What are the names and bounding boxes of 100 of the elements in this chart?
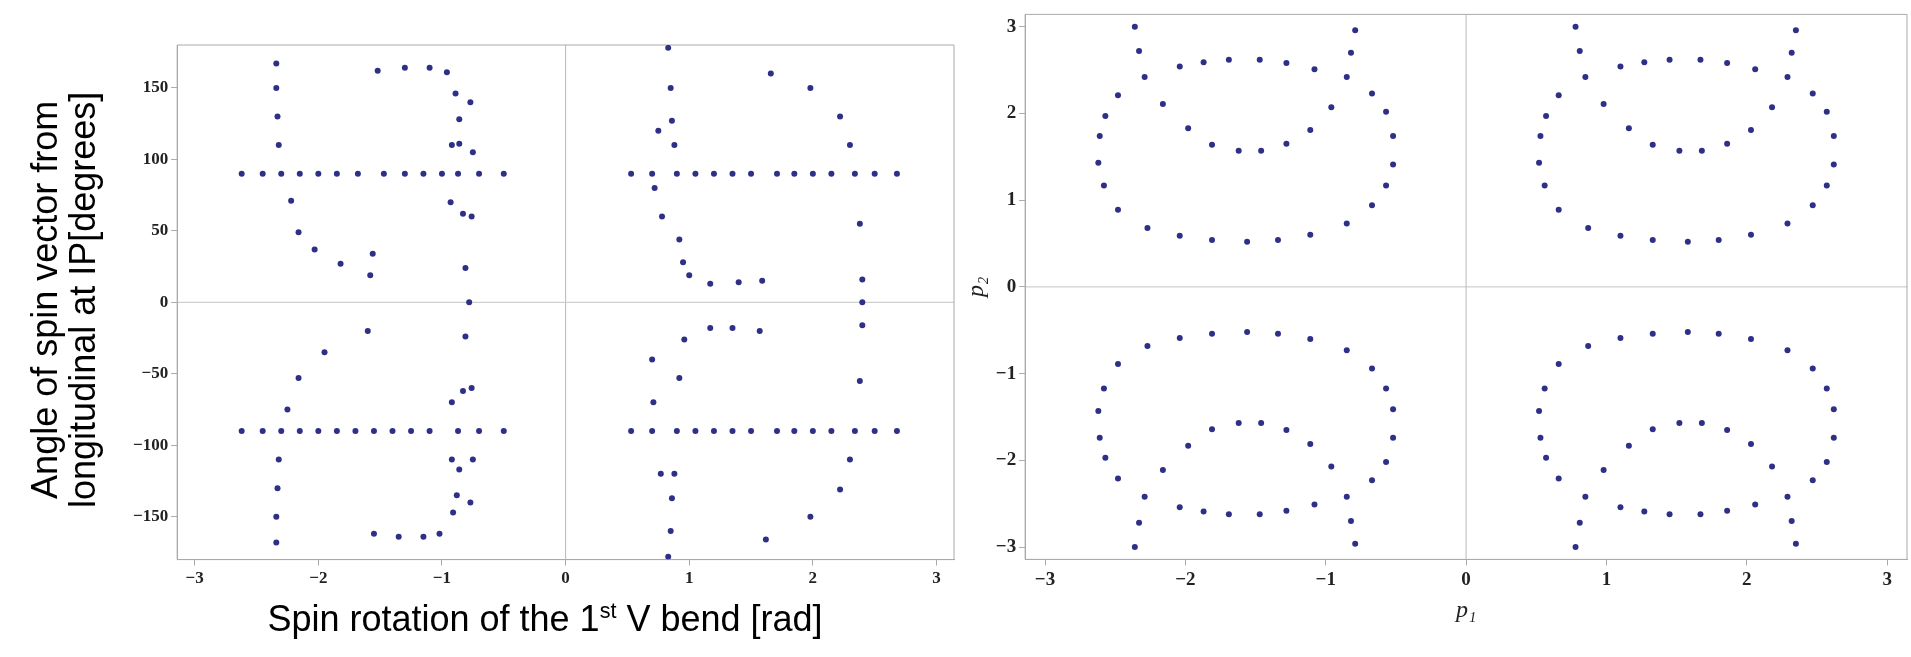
point	[710, 427, 717, 434]
point	[809, 170, 816, 177]
point	[1617, 504, 1624, 511]
point	[681, 336, 688, 343]
point	[1256, 56, 1263, 63]
point	[459, 387, 466, 394]
point	[692, 427, 699, 434]
point	[455, 170, 462, 177]
point	[468, 213, 475, 220]
point	[500, 427, 507, 434]
point	[1724, 427, 1731, 434]
point	[1666, 511, 1673, 518]
point	[456, 140, 463, 147]
point	[401, 64, 408, 71]
point	[1209, 426, 1216, 433]
point	[1096, 434, 1103, 441]
y-tick-label: 3	[1006, 14, 1017, 36]
point	[649, 170, 656, 177]
point	[295, 229, 302, 236]
point	[1724, 60, 1731, 67]
point	[1225, 511, 1232, 518]
point	[1576, 519, 1583, 526]
point	[296, 427, 303, 434]
point	[1576, 47, 1583, 54]
point	[710, 170, 717, 177]
point	[1390, 132, 1397, 139]
y-tick-label: −50	[141, 363, 169, 383]
point	[1625, 442, 1632, 449]
point	[274, 485, 281, 492]
point	[1537, 132, 1544, 139]
point	[671, 142, 678, 149]
point	[1307, 231, 1314, 238]
point	[1185, 125, 1192, 132]
point	[1283, 427, 1290, 434]
point	[1114, 361, 1121, 368]
point	[667, 84, 674, 91]
point	[447, 199, 454, 206]
point	[259, 427, 266, 434]
point	[238, 170, 245, 177]
point	[759, 277, 766, 284]
point	[1095, 407, 1102, 414]
y-tick-label: 0	[1006, 274, 1017, 296]
point	[395, 533, 402, 540]
point	[1328, 104, 1335, 111]
point	[1369, 90, 1376, 97]
point	[1823, 459, 1830, 466]
point	[1176, 504, 1183, 511]
point	[1555, 206, 1562, 213]
point	[448, 142, 455, 149]
point	[370, 427, 377, 434]
point	[1369, 477, 1376, 484]
point	[1585, 224, 1592, 231]
point	[1536, 407, 1543, 414]
x-tick-label: −1	[432, 568, 452, 588]
point	[1136, 47, 1143, 54]
point	[668, 117, 675, 124]
point	[1369, 365, 1376, 372]
point	[1617, 232, 1624, 239]
point	[448, 399, 455, 406]
x-axis-title: p₁	[1453, 595, 1477, 622]
y-tick-label: −3	[995, 535, 1017, 557]
point	[871, 170, 878, 177]
point	[426, 427, 433, 434]
point	[1823, 108, 1830, 115]
point	[1684, 238, 1691, 245]
point	[1343, 220, 1350, 227]
point	[354, 170, 361, 177]
point	[791, 170, 798, 177]
point	[1537, 434, 1544, 441]
point	[1617, 335, 1624, 342]
point	[438, 170, 445, 177]
point	[1543, 454, 1550, 461]
point	[676, 375, 683, 382]
y-axis-title: Angle of spin vector from longitudinal at IP[degrees]	[24, 90, 103, 510]
point	[1102, 113, 1109, 120]
point	[774, 170, 781, 177]
point	[748, 170, 755, 177]
y-tick-label: −1	[995, 361, 1017, 383]
point	[1102, 454, 1109, 461]
point	[1769, 104, 1776, 111]
point	[467, 99, 474, 106]
point	[1698, 147, 1705, 154]
point	[469, 149, 476, 156]
point	[1343, 347, 1350, 354]
point	[851, 427, 858, 434]
point	[828, 170, 835, 177]
point	[467, 499, 474, 506]
point	[296, 170, 303, 177]
point	[774, 427, 781, 434]
x-tick-label: −3	[1034, 567, 1056, 589]
point	[455, 427, 462, 434]
point	[1715, 237, 1722, 244]
x-tick-label: −2	[1175, 567, 1196, 589]
point	[1200, 59, 1207, 66]
point	[1258, 420, 1265, 427]
point	[1256, 511, 1263, 518]
point	[380, 170, 387, 177]
point	[1311, 501, 1318, 508]
y-tick-label: 1	[1006, 188, 1017, 210]
point	[500, 170, 507, 177]
